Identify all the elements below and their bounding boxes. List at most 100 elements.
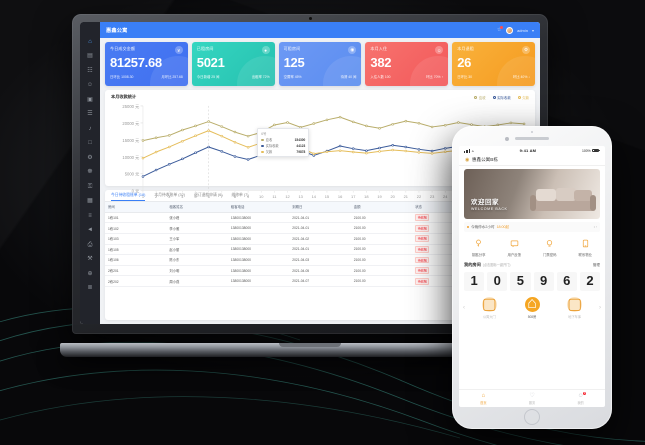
carousel-item-room[interactable]: ⌂ 508房 bbox=[511, 295, 554, 319]
sidebar-item-gear[interactable]: ☸ bbox=[86, 168, 95, 177]
svg-text:10000 元: 10000 元 bbox=[122, 155, 139, 160]
table-cell: 13800138000 bbox=[227, 212, 290, 224]
globe-icon: ⊕ bbox=[87, 270, 93, 277]
sidebar-item-contract[interactable]: ♪ bbox=[86, 124, 95, 133]
quick-action-door-code[interactable]: 门禁密码 bbox=[532, 237, 568, 257]
chevron-left-icon[interactable]: ‹ bbox=[463, 304, 465, 311]
legend-item-0[interactable]: 应收 bbox=[474, 95, 486, 100]
door-code-digit[interactable]: 0 bbox=[487, 272, 508, 291]
status-badge[interactable]: 待收租 bbox=[412, 222, 474, 234]
sidebar-item-print[interactable]: ⎙ bbox=[86, 240, 95, 249]
status-badge[interactable]: 待收租 bbox=[412, 212, 474, 224]
door-code-digit[interactable]: 5 bbox=[510, 272, 531, 291]
laptop-screen: ⌂ ▤ ☷ ☺ ▣ ☰ ♪ □ ⚙ ☸ ⚿ ▦ ≡ ◄ ⎙ ⚒ ⊕ bbox=[80, 22, 540, 324]
column-header-phone[interactable]: 租客电话 bbox=[227, 202, 290, 213]
card-foot-left: 入住人数 100 bbox=[370, 75, 391, 79]
badge: 待收租 bbox=[415, 224, 430, 232]
sidebar-item-building[interactable]: ☷ bbox=[86, 66, 95, 75]
speaker-icon: ◄ bbox=[87, 227, 93, 233]
sidebar-item-settings[interactable]: ⚙ bbox=[86, 153, 95, 162]
tab-home[interactable]: ⌂ 首页 bbox=[459, 393, 508, 406]
column-header-tenant[interactable]: 租客姓名 bbox=[166, 202, 228, 213]
phone-home-button[interactable] bbox=[524, 409, 540, 425]
legend-item-1[interactable]: 实际收款 bbox=[492, 95, 511, 100]
tab-service[interactable]: ♡ 服务 bbox=[508, 393, 557, 406]
sidebar-item-wallet[interactable]: □ bbox=[86, 139, 95, 148]
garage-icon: ▢ bbox=[567, 296, 583, 314]
table-cell: 周小燕 bbox=[166, 275, 228, 287]
column-header-due[interactable]: 到期日 bbox=[289, 202, 351, 213]
chevron-right-icon[interactable]: › bbox=[599, 304, 601, 311]
status-badge[interactable]: 待收租 bbox=[412, 254, 474, 266]
tooltip-marker bbox=[261, 144, 264, 148]
door-carousel: ‹ ▢ 公寓大门 ⌂ 508房 ▢ 地下车库 › bbox=[463, 295, 601, 319]
stat-card-monthly-checkout[interactable]: ⚙ 本月退租 26 日环比 30 环比 40% ↓ bbox=[452, 42, 535, 86]
bell-icon[interactable]: ☆ bbox=[496, 26, 504, 33]
manage-link[interactable]: 管理 bbox=[592, 263, 600, 267]
legend-item-2[interactable]: 欠款 bbox=[517, 95, 529, 100]
sidebar-item-user[interactable]: ☺ bbox=[86, 81, 95, 90]
svg-text:10: 10 bbox=[259, 194, 264, 199]
door-code-digit[interactable]: 6 bbox=[556, 272, 577, 291]
card-foot-right: 出租率 72% bbox=[251, 75, 270, 79]
quick-action-label: 用户反馈 bbox=[507, 253, 522, 257]
status-badge[interactable]: 待收租 bbox=[412, 244, 474, 256]
carousel-item-garage[interactable]: ▢ 地下车库 bbox=[553, 296, 596, 319]
tab-refunds[interactable]: 退订退款申请 (6) bbox=[193, 193, 223, 197]
stat-card-available-rooms[interactable]: ◉ 可租房间 125 空置率 45% 待清 40 间 bbox=[278, 42, 362, 86]
column-header-amount[interactable]: 金额 bbox=[350, 202, 413, 213]
status-badge[interactable]: 待收租 bbox=[412, 265, 474, 277]
sidebar-item-home[interactable]: ⌂ bbox=[86, 37, 95, 46]
tooltip-value: 44123 bbox=[296, 143, 306, 148]
notice-bar[interactable]: 今晚停水2小时 18:00起 • › bbox=[464, 222, 600, 232]
status-badge[interactable]: 待收租 bbox=[412, 275, 474, 287]
phone-mockup: ▵ 9:41 AM 100% ◉ 惠鑫公寓B栋 欢迎回家 WELCOME BAC… bbox=[452, 126, 612, 429]
phone-nav-bar: ◉ 惠鑫公寓B栋 bbox=[459, 154, 605, 166]
chevron-down-icon[interactable]: ▾ bbox=[531, 27, 534, 33]
chart-icon: ▤ bbox=[87, 53, 93, 59]
stat-card-rented-rooms[interactable]: ● 已租房间 5021 今日新增 25 间 出租率 72% bbox=[191, 42, 275, 86]
tab-month-bills[interactable]: 本月待收账单 (32) bbox=[154, 193, 185, 197]
sidebar-item-lock[interactable]: ⚿ bbox=[86, 182, 95, 191]
tab-today-bills[interactable]: 今日待收租账单 (18) bbox=[111, 193, 146, 201]
quick-action-label: 门禁密码 bbox=[542, 253, 557, 257]
quick-action-key-share[interactable]: 钥匙分享 bbox=[461, 237, 497, 257]
sidebar: ⌂ ▤ ☷ ☺ ▣ ☰ ♪ □ ⚙ ☸ ⚿ ▦ ≡ ◄ ⎙ ⚒ ⊕ bbox=[80, 22, 100, 324]
sidebar-item-tools[interactable]: ⚒ bbox=[86, 255, 95, 264]
stat-card-monthly-checkin[interactable]: ☺ 本月入住 382 入住人数 100 环比 70% ↑ bbox=[365, 42, 449, 86]
status-badge[interactable]: 待收租 bbox=[412, 233, 474, 245]
sidebar-item-speaker[interactable]: ◄ bbox=[86, 226, 95, 235]
notice-text: 今晚停水2小时 bbox=[471, 224, 495, 229]
chart-tooltip: 6号 应收 154300 实际收款 44123 欠款 79878 bbox=[257, 127, 310, 158]
sidebar-item-globe[interactable]: ⊕ bbox=[86, 269, 95, 278]
report-icon: ≡ bbox=[88, 212, 92, 219]
avatar[interactable] bbox=[506, 26, 514, 34]
sidebar-item-calendar[interactable]: ▦ bbox=[86, 197, 95, 206]
phone-title: 惠鑫公寓B栋 bbox=[471, 156, 498, 162]
card-foot-left: 空置率 45% bbox=[283, 75, 302, 79]
column-header-room[interactable]: 房间 bbox=[105, 202, 167, 213]
sidebar-item-document[interactable]: ☰ bbox=[86, 110, 95, 119]
carousel-item-main-gate[interactable]: ▢ 公寓大门 bbox=[468, 296, 511, 319]
door-code-digit[interactable]: 2 bbox=[579, 272, 601, 291]
table-cell: 1栋106 bbox=[105, 254, 167, 266]
door-code-digit[interactable]: 1 bbox=[463, 272, 485, 291]
notice-more-icon[interactable]: • › bbox=[593, 225, 597, 229]
settings-icon: ⚙ bbox=[87, 154, 93, 161]
door-code-digit[interactable]: 9 bbox=[533, 272, 554, 291]
quick-action-feedback[interactable]: 用户反馈 bbox=[497, 237, 533, 257]
svg-text:1: 1 bbox=[142, 194, 144, 199]
tab-profile[interactable]: 3 ☺ 我的 bbox=[556, 391, 605, 405]
table-cell: 2100.00 bbox=[350, 212, 413, 224]
sidebar-item-briefcase[interactable]: ▣ bbox=[86, 95, 95, 104]
room-code-title: 我的房间 bbox=[464, 262, 481, 267]
stat-card-today-revenue[interactable]: ¥ 今日成交金额 81257.68 日环比 1008.30 月环比 257.68 bbox=[105, 42, 188, 86]
column-header-status[interactable]: 状态 bbox=[412, 202, 474, 213]
sidebar-item-chart[interactable]: ▤ bbox=[86, 52, 95, 61]
svg-text:18: 18 bbox=[364, 194, 369, 199]
sidebar-item-report[interactable]: ≡ bbox=[86, 211, 95, 220]
sidebar-item-list[interactable]: ≣ bbox=[86, 284, 95, 293]
tab-repairs[interactable]: 维修单 (7) bbox=[231, 193, 249, 197]
quick-action-contact[interactable]: 联系物业 bbox=[568, 237, 604, 257]
hero-banner[interactable]: 欢迎回家 WELCOME BACK bbox=[464, 169, 600, 219]
